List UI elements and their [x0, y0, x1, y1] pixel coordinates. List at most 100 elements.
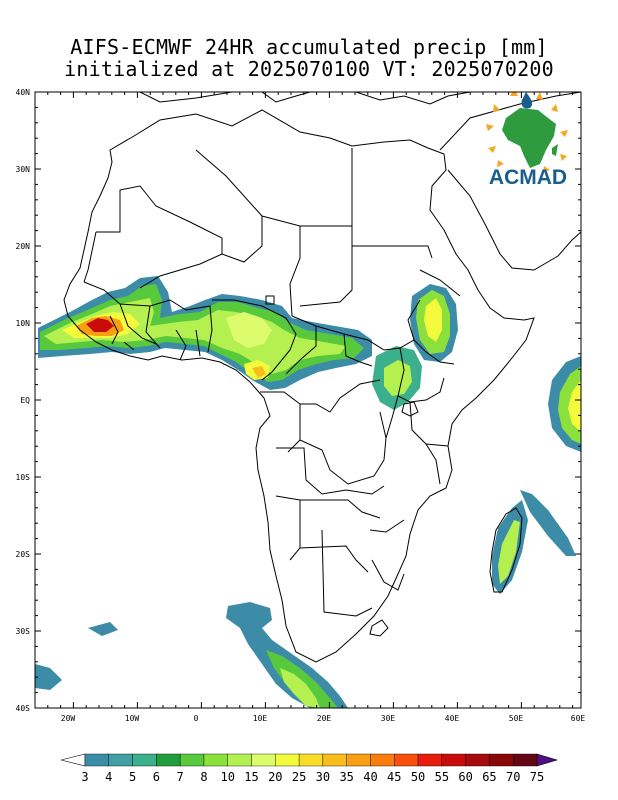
- lat-label-40s: 40S: [16, 704, 31, 713]
- precip-west-africa-red: [86, 318, 114, 332]
- precip-nigeria-yellow: [226, 312, 272, 348]
- lon-label-10e: 10E: [253, 714, 268, 723]
- lake-outline-south: [369, 619, 389, 637]
- colorbar-right-triangle: [536, 753, 559, 767]
- colorbar-left-triangle: [60, 753, 86, 767]
- colorbar-label: 50: [411, 770, 425, 784]
- colorbar-box: [370, 753, 395, 767]
- colorbar-label: 30: [316, 770, 330, 784]
- lon-label-60e: 60E: [571, 714, 586, 723]
- lon-label-20w: 20W: [61, 714, 76, 723]
- madagascar-coastline: [489, 507, 523, 593]
- lat-label-eq: EQ: [20, 396, 30, 405]
- colorbar-box: [465, 753, 490, 767]
- precip-coast-orange: [252, 366, 266, 378]
- colorbar-label: 8: [200, 770, 207, 784]
- lat-ticks: [35, 91, 581, 709]
- lat-label-20n: 20N: [16, 242, 31, 251]
- colorbar-label: 5: [129, 770, 136, 784]
- colorbar-box: [346, 753, 371, 767]
- colorbar-label: 6: [153, 770, 160, 784]
- lon-label-0: 0: [194, 714, 199, 723]
- colorbar-boxes: [60, 753, 559, 767]
- precip-south-atlantic-2: [88, 622, 118, 636]
- colorbar-label: 35: [339, 770, 353, 784]
- lon-label-30e: 30E: [381, 714, 396, 723]
- colorbar-labels: 3 4 5 6 7 8 10 15 20 25 30 35 40 45 50 55 60 65 70 75: [81, 770, 544, 784]
- lat-label-30s: 30S: [16, 627, 31, 636]
- arabia-coastline: [439, 92, 581, 271]
- europe-coastline: [139, 92, 471, 105]
- lat-label-40n: 40N: [16, 88, 31, 97]
- lon-ticks: [34, 92, 574, 708]
- coastlines-borders: [63, 92, 581, 663]
- colorbar-box: [417, 753, 443, 767]
- lat-label-10n: 10N: [16, 319, 31, 328]
- precip-southern-ocean-light: [280, 668, 320, 708]
- colorbar-label: 75: [530, 770, 544, 784]
- border-south: [275, 447, 405, 617]
- colorbar: 3 4 5 6 7 8 10 15 20 25 30 35 40 45 50 55 60 65 70 75: [60, 753, 559, 784]
- lat-label-20s: 20S: [16, 550, 31, 559]
- colorbar-label: 25: [292, 770, 306, 784]
- precip-madagascar-east: [520, 490, 576, 556]
- precip-field: [35, 276, 581, 708]
- title-line-2: initialized at 2025070100 VT: 2025070200: [64, 57, 554, 81]
- precip-madagascar-mid: [498, 520, 520, 584]
- acmad-logo: ACMAD: [486, 92, 568, 189]
- africa-coastline: [63, 109, 535, 663]
- colorbar-label: 60: [458, 770, 472, 784]
- border-west: [83, 281, 213, 361]
- colorbar-label: 65: [482, 770, 496, 784]
- colorbar-box: [251, 753, 276, 767]
- colorbar-box: [489, 753, 514, 767]
- lake-chad: [265, 295, 275, 305]
- map-title: AIFS-ECMWF 24HR accumulated precip [mm] …: [0, 36, 618, 80]
- colorbar-label: 20: [268, 770, 282, 784]
- lon-labels: 20W 10W 0 10E 20E 30E 40E 50E 60E: [61, 714, 586, 723]
- lat-label-30n: 30N: [16, 165, 31, 174]
- colorbar-label: 55: [435, 770, 449, 784]
- lon-label-20e: 20E: [317, 714, 332, 723]
- lon-label-50e: 50E: [509, 714, 524, 723]
- precip-east-africa-light: [384, 360, 412, 396]
- africa-sun-logo-icon: [486, 92, 568, 172]
- colorbar-box: [275, 753, 300, 767]
- precip-south-atlantic: [35, 664, 62, 690]
- border-east: [383, 299, 455, 485]
- lake-victoria: [401, 401, 419, 417]
- colorbar-label: 10: [221, 770, 235, 784]
- colorbar-label: 7: [177, 770, 184, 784]
- colorbar-box: [298, 753, 324, 767]
- title-line-1: AIFS-ECMWF 24HR accumulated precip [mm]: [70, 35, 548, 59]
- colorbar-label: 15: [244, 770, 258, 784]
- border-central: [212, 299, 387, 485]
- lat-labels: 40N 30N 20N 10N EQ 10S 20S 30S 40S: [16, 88, 31, 713]
- precip-southern-ocean-mid: [266, 650, 338, 708]
- colorbar-box: [441, 753, 466, 767]
- precip-southern-ocean: [226, 602, 348, 708]
- map-area: ACMAD: [35, 92, 581, 708]
- colorbar-label: 3: [81, 770, 88, 784]
- colorbar-box: [156, 753, 181, 767]
- precip-indian-ocean-yellow: [568, 380, 581, 432]
- colorbar-box: [203, 753, 228, 767]
- lon-label-40e: 40E: [445, 714, 460, 723]
- colorbar-box: [227, 753, 252, 767]
- colorbar-label: 70: [506, 770, 520, 784]
- logo-text: ACMAD: [489, 166, 567, 189]
- colorbar-box: [84, 753, 109, 767]
- colorbar-box: [513, 753, 538, 767]
- colorbar-box: [394, 753, 419, 767]
- colorbar-box: [132, 753, 157, 767]
- border-north: [83, 148, 461, 317]
- colorbar-box: [179, 753, 205, 767]
- colorbar-box: [322, 753, 347, 767]
- colorbar-label: 40: [363, 770, 377, 784]
- colorbar-label: 4: [105, 770, 112, 784]
- colorbar-box: [108, 753, 133, 767]
- colorbar-label: 45: [387, 770, 401, 784]
- lat-label-10s: 10S: [16, 473, 31, 482]
- precip-ethiopia-yellow: [424, 298, 442, 342]
